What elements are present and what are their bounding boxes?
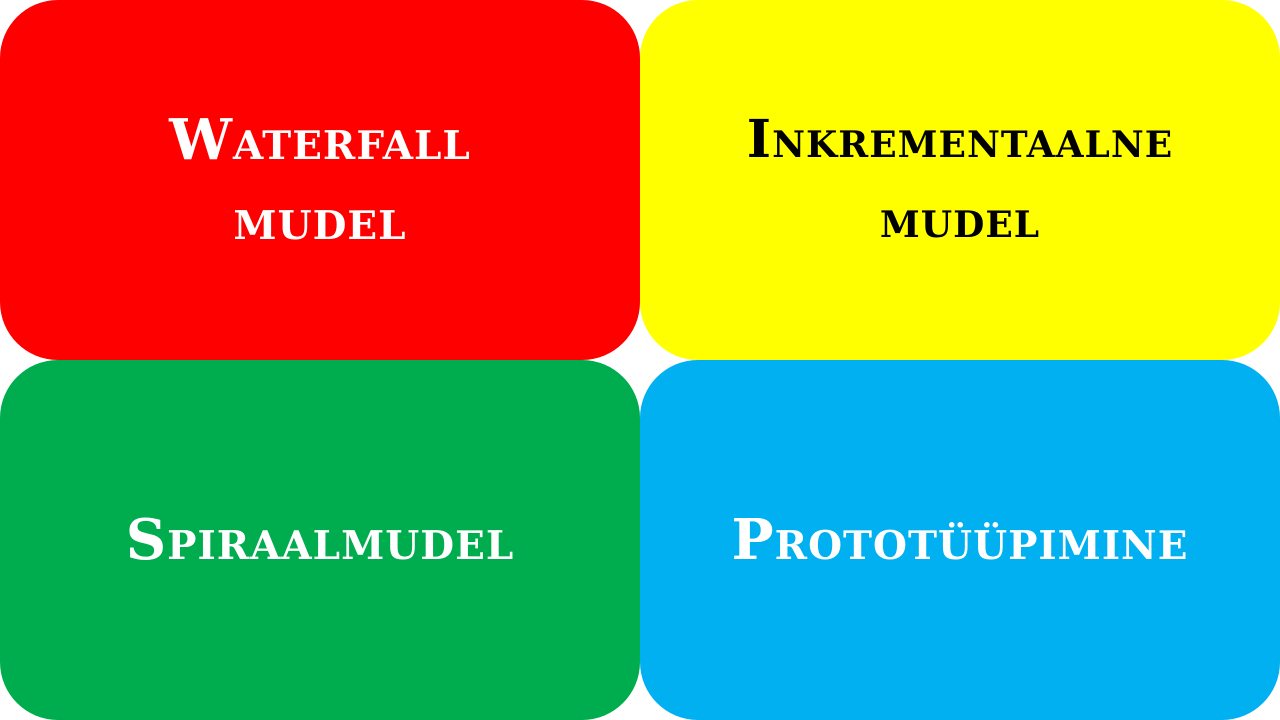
tile-incremental-model[interactable]: Inkrementaalne mudel xyxy=(640,0,1280,360)
tile-label-spiral: Spiraalmudel xyxy=(125,507,515,573)
tile-spiral-model[interactable]: Spiraalmudel xyxy=(0,360,640,720)
tile-waterfall-model[interactable]: Waterfall mudel xyxy=(0,0,640,360)
tile-prototyping[interactable]: Prototüüpimine xyxy=(640,360,1280,720)
tile-label-incremental: Inkrementaalne mudel xyxy=(746,109,1174,250)
tile-label-waterfall: Waterfall mudel xyxy=(169,107,471,253)
tile-label-prototyping: Prototüüpimine xyxy=(731,507,1189,573)
